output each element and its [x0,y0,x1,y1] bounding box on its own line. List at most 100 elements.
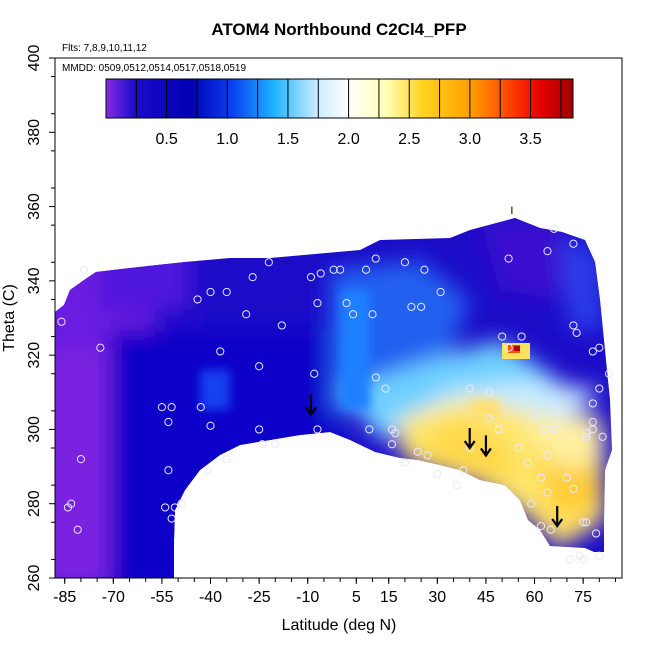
observation-point [177,499,186,508]
observation-point [536,473,546,482]
observation-point [436,287,445,297]
x-tick-label: -55 [150,589,173,606]
observation-point [161,503,170,512]
x-axis: -85 -70 -55 -40 -25 -10 5 15 30 45 60 75 [53,578,617,606]
observation-point [523,458,533,467]
observation-point [572,328,581,337]
observation-point [57,317,66,326]
observation-point [63,503,73,512]
observation-point [400,458,410,467]
observation-point [407,302,416,311]
observation-point [459,466,468,475]
observation-point [264,258,273,267]
observation-point [452,481,461,490]
colorbar-tick-label: 0.5 [156,131,178,148]
observation-point [504,343,513,352]
observation-point [329,265,338,274]
observation-point [348,310,358,319]
observation-point [371,373,380,382]
x-tick-label: -40 [199,589,222,606]
observation-point [258,440,267,449]
heat-region-blue [110,330,340,578]
observation-point [157,403,167,412]
observation-point [313,299,322,308]
observation-point [604,369,614,378]
observation-point [203,466,212,475]
y-tick-label: 320 [26,342,43,369]
colorbar: 0.5 1.0 1.5 2.0 2.5 3.0 3.5 [105,78,574,148]
colorbar-gradient [105,78,574,119]
x-tick-label: -25 [248,589,271,606]
observation-point [549,224,559,233]
observation-point [543,451,552,460]
y-tick-label: 300 [26,416,43,443]
observation-point [310,369,319,378]
colorbar-tick-label: 2.0 [337,131,359,148]
observation-point [306,273,316,282]
colorbar-tick-label: 2.5 [398,131,420,148]
observation-point [553,406,562,415]
observation-point [248,273,257,282]
arrow-marker [551,506,564,528]
observation-point [80,265,89,274]
observation-point [164,417,173,427]
observation-point [206,421,215,430]
x-tick-label: -85 [53,589,76,606]
arrow-markers [305,206,564,528]
observation-point [588,417,597,427]
observation-point [193,295,202,304]
observation-point [387,440,397,449]
observation-point [582,432,591,441]
observation-point [361,265,371,274]
observation-point [485,388,494,397]
observation-point [400,258,410,267]
arrow-marker [305,394,317,417]
observation-point [582,518,591,527]
observation-point [579,518,588,527]
observation-point [222,287,231,297]
observation-point [255,425,264,434]
observation-point [216,347,225,356]
y-tick-label: 400 [26,45,43,72]
x-tick-label: 30 [428,589,446,606]
colorbar-tick-label: 3.5 [519,131,541,148]
x-tick-label: -10 [296,589,319,606]
observation-point [465,384,474,393]
observation-point [527,499,536,508]
y-tick-label: 360 [26,193,43,220]
observation-point [566,555,575,564]
observation-point [498,332,507,341]
observation-point [342,299,351,308]
colorbar-tick-label: 3.0 [459,131,481,148]
observation-point [514,443,523,453]
x-tick-label: 5 [352,589,361,606]
observation-point [413,447,422,456]
observation-point [196,403,205,412]
observation-point [536,521,546,531]
observation-point [96,343,105,352]
observation-point [569,321,578,330]
observation-point [595,384,604,393]
observation-point [368,310,377,319]
observation-point [313,425,322,434]
observation-point [588,399,597,408]
observation-point [543,247,552,256]
observation-point [598,432,607,441]
observation-point [164,466,173,475]
observation-point [76,455,86,464]
observation-point [391,429,400,438]
observation-point [517,332,526,341]
observation-point [543,488,552,497]
y-tick-label: 280 [26,490,43,517]
observation-point [569,239,578,248]
colorbar-tick-label: 1.5 [277,131,299,148]
observation-point [595,343,604,352]
x-tick-label: 75 [574,589,592,606]
observation-point [316,269,325,278]
observation-points [57,224,614,564]
observation-point [562,473,572,482]
y-axis-label: Theta (C) [1,284,18,352]
observation-point [365,425,374,434]
observation-point [336,265,345,274]
